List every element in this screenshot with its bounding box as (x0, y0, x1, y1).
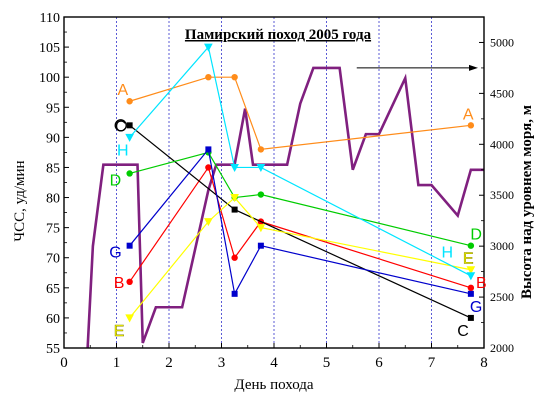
axis-ticks (63, 16, 485, 349)
series-tag-G-right: G (470, 299, 482, 316)
point-B-2 (231, 254, 238, 261)
x-tick-label-3: 3 (218, 355, 226, 371)
x-tick-label-5: 5 (323, 355, 331, 371)
y-axis-label: ЧСС, уд/мин (12, 160, 28, 241)
point-E-4 (466, 266, 476, 275)
series-tag-B-right: B (476, 275, 487, 292)
y2-tick-label-3000: 3000 (490, 239, 514, 253)
y-tick-label-60: 60 (46, 312, 60, 327)
y-tick-label-100: 100 (39, 71, 60, 86)
x-tick-label-2: 2 (165, 355, 173, 371)
point-G-4 (467, 290, 474, 297)
y-tick-label-85: 85 (46, 161, 60, 176)
series-line-C (129, 124, 472, 319)
point-E-3 (256, 224, 266, 233)
chart-title: Памирский поход 2005 года (185, 27, 372, 43)
series-tag-D-left: D (110, 172, 122, 189)
arrow-head (469, 64, 478, 71)
series-tag-A-right: A (463, 106, 474, 123)
y-tick-label-105: 105 (39, 41, 60, 56)
labels-layer: AAB BCCDDEEGGHH55606570758085909510010511… (39, 11, 514, 371)
point-B-1 (205, 164, 212, 171)
y2-tick-label-2000: 2000 (490, 341, 514, 355)
y-tick-label-90: 90 (46, 131, 60, 146)
point-H-0 (125, 133, 134, 142)
point-G-0 (126, 242, 133, 249)
series-tag-C-right: C (457, 323, 469, 340)
x-tick-label-6: 6 (375, 355, 383, 371)
series-tag-H-right: H (441, 245, 453, 262)
series-tag-A-left: A (117, 82, 128, 99)
x-tick-label-0: 0 (60, 355, 68, 371)
y2-tick-label-4000: 4000 (490, 137, 514, 151)
point-D-4 (467, 242, 475, 249)
point-A-1 (205, 73, 212, 81)
point-B-0 (126, 278, 133, 285)
point-D-0 (126, 170, 133, 177)
y2-tick-label-5000: 5000 (490, 35, 514, 49)
series-tag-D-right: D (470, 227, 482, 244)
point-A-0 (126, 98, 133, 105)
y-tick-label-80: 80 (46, 192, 60, 207)
point-H-2 (230, 163, 239, 173)
point-C-2 (467, 314, 474, 321)
x-tick-label-1: 1 (113, 355, 121, 371)
x-tick-label-8: 8 (480, 355, 488, 371)
y-tick-label-55: 55 (46, 342, 60, 357)
point-A-4 (467, 122, 475, 129)
point-H-4 (466, 272, 476, 281)
series-tag-H-left: H (117, 142, 129, 159)
point-D-3 (257, 191, 265, 198)
y-tick-label-95: 95 (46, 101, 60, 116)
series-line-H (129, 45, 472, 277)
grid-lines (116, 17, 432, 348)
series-tag-E-left: E (114, 323, 125, 340)
point-C-1 (231, 206, 238, 213)
point-H-3 (256, 163, 266, 173)
series-tag-G-left: G (109, 245, 121, 262)
y-tick-label-65: 65 (46, 282, 60, 297)
point-B-4 (467, 284, 475, 292)
series-line-A (129, 76, 471, 151)
y2-tick-label-3500: 3500 (490, 188, 514, 202)
point-H-1 (204, 43, 213, 52)
point-A-2 (231, 73, 238, 81)
x-tick-label-4: 4 (270, 355, 278, 371)
altitude-line (86, 66, 484, 349)
y2-axis-label: Высота над уровнем моря, м (519, 105, 535, 299)
y2-tick-label-4500: 4500 (490, 86, 514, 100)
x-tick-label-7: 7 (428, 355, 436, 371)
y-tick-label-70: 70 (46, 252, 60, 267)
point-E-2 (230, 194, 239, 203)
series-layer (114, 43, 476, 323)
series-tag-C-left: C (115, 118, 127, 135)
point-A-3 (257, 146, 265, 153)
point-E-1 (204, 218, 213, 227)
x-axis-label: День похода (234, 377, 313, 393)
y2-tick-label-2500: 2500 (490, 290, 514, 304)
point-C-0 (126, 122, 133, 129)
point-E-0 (125, 314, 134, 323)
open-circle-marker (114, 119, 127, 132)
point-G-3 (257, 242, 264, 249)
point-G-2 (231, 290, 238, 297)
series-tag-B-left: B (114, 275, 125, 292)
series-line-E (129, 196, 471, 319)
series-tag-E-right: E (463, 251, 474, 268)
altitude-layer (86, 64, 484, 349)
y-tick-label-110: 110 (40, 11, 60, 26)
point-G-1 (205, 146, 212, 153)
y-tick-label-75: 75 (46, 222, 60, 237)
